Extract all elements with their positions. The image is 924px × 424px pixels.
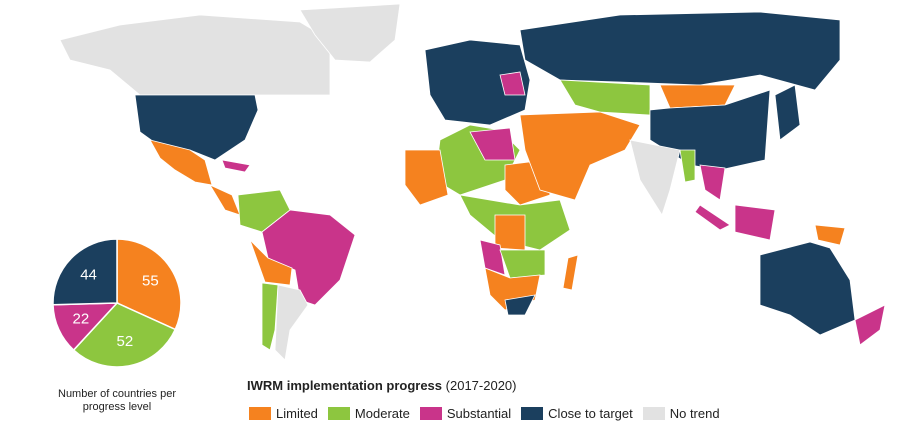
legend-label: Limited [276,406,318,421]
pie-value-label: 44 [80,266,97,283]
legend-item: Close to target [521,406,633,421]
legend-label: Close to target [548,406,633,421]
legend-item: Moderate [327,406,410,421]
legend-swatch [249,407,271,420]
pie-value-label: 52 [117,333,134,350]
legend-swatch [419,407,442,420]
pie-value-label: 55 [142,272,159,289]
legend-subtitle: (2017-2020) [445,378,517,393]
legend-label: Moderate [354,406,410,421]
pie-value-label: 22 [73,310,90,327]
legend-swatch [642,407,665,420]
legend-swatch [521,407,544,420]
pie-slice [116,238,182,331]
pie-slice [72,302,177,368]
legend-label: Substantial [446,406,512,421]
legend-title-text: IWRM implementation progress [247,378,443,393]
legend-item: No trend [642,406,720,421]
legend-item: Substantial [419,406,512,421]
legend: Limited Moderate Substantial Close to targe… [249,406,720,421]
legend-swatch [327,407,350,420]
countries [59,3,886,361]
legend-item: Limited [249,406,318,421]
legend-label: No trend [669,406,720,421]
pie-title: Number of countries per progress level [58,388,176,413]
pie-slice [52,238,118,306]
legend-title: IWRM implementation progress (2017-2020) [247,378,516,393]
